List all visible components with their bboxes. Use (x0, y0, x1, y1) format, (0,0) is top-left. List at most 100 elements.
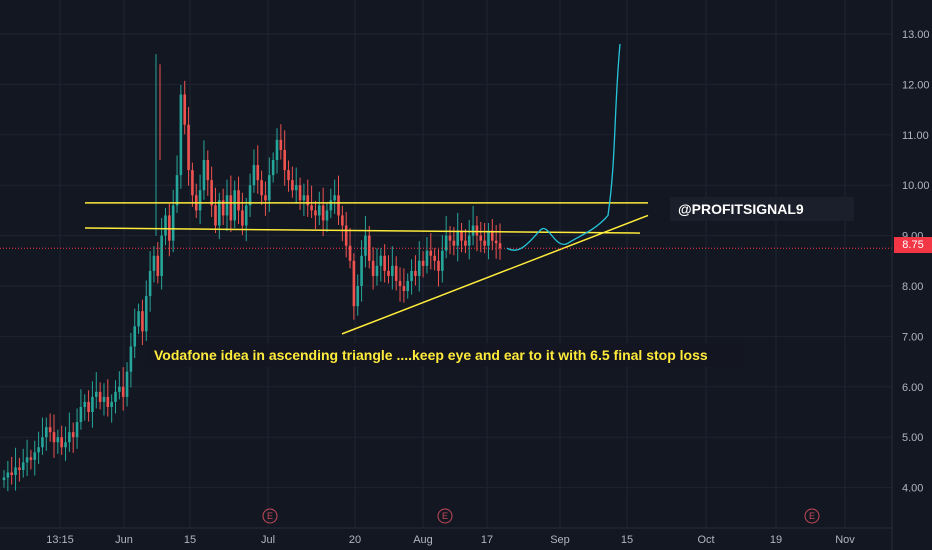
candle-body (248, 185, 252, 206)
candle-body (244, 205, 248, 226)
candle-body (487, 230, 490, 246)
candle-body (402, 286, 406, 292)
earnings-event-icon[interactable] (262, 508, 278, 524)
author-tag: @PROFITSIGNAL9 (670, 197, 854, 221)
candle-body (25, 457, 29, 463)
candle-body (383, 255, 386, 271)
candle-body (221, 200, 225, 216)
candle-body (10, 472, 13, 475)
candle-body (171, 205, 175, 241)
candle-body (279, 139, 283, 150)
y-tick-label: 5.00 (902, 432, 923, 444)
candle-body (437, 260, 440, 271)
y-tick-label: 4.00 (902, 483, 923, 495)
candle-body (233, 190, 236, 221)
candle-body (421, 260, 425, 266)
candle-body (356, 286, 360, 307)
x-tick-label: Sep (550, 534, 570, 546)
trend-drawings (0, 44, 892, 335)
candle-body (317, 205, 321, 216)
candle-body (344, 225, 348, 246)
candle-body (52, 432, 56, 443)
candle-body (64, 442, 67, 448)
candle-body (48, 427, 52, 433)
earnings-event-icon[interactable] (437, 508, 453, 524)
candle-body (302, 195, 306, 201)
candle-body (348, 245, 352, 261)
candle-body (187, 124, 190, 171)
candle-body (37, 447, 40, 453)
candle-body (225, 195, 229, 216)
candle-body (260, 180, 263, 196)
candle-body (452, 240, 456, 246)
candle-body (75, 422, 79, 438)
y-tick-label: 12.00 (902, 79, 930, 91)
candle-body (387, 270, 390, 276)
candle-body (483, 240, 486, 246)
candle-body (337, 195, 340, 216)
candle-body (183, 94, 187, 125)
candle-body (160, 235, 163, 276)
y-tick-label: 6.00 (902, 382, 923, 394)
candle-body (152, 255, 156, 271)
candle-body (321, 205, 325, 221)
candle-body (156, 255, 160, 276)
candle-body (56, 437, 60, 443)
candle-body (456, 230, 460, 246)
y-tick-label: 11.00 (902, 130, 929, 142)
candle-body (175, 175, 179, 206)
candle-body (360, 255, 363, 286)
candle-body (310, 205, 313, 211)
candle-body (333, 195, 336, 201)
y-tick-label: 7.00 (902, 331, 923, 343)
candle-body (87, 401, 90, 412)
candle-body (341, 215, 344, 226)
candle-body (433, 255, 436, 261)
candle-body (283, 149, 286, 171)
candle-body (206, 160, 210, 181)
candle-body (252, 165, 256, 186)
rising-support-line (341, 214, 649, 335)
candle-body (141, 311, 144, 332)
candle-body (129, 346, 133, 372)
candle-body (441, 250, 444, 271)
y-tick-label: 13.00 (902, 29, 930, 41)
time-axis[interactable]: 13:15 Jun 15 Jul 20 Aug 17 Sep 15 Oct 19 Nov (0, 527, 892, 546)
candle-body (471, 225, 475, 236)
candle-body (91, 396, 94, 412)
candle-body (21, 462, 25, 470)
candle-body (14, 467, 17, 475)
candle-body (202, 160, 206, 191)
candle-body (237, 190, 240, 211)
candle-body (106, 396, 110, 407)
projection-path (506, 44, 621, 251)
candle-body (448, 235, 452, 241)
candle-body (164, 215, 167, 236)
candle-body (314, 210, 317, 216)
earnings-event-label: E (809, 511, 815, 521)
candle-body (241, 210, 244, 226)
candle-body (125, 371, 129, 397)
candle-body (271, 160, 275, 176)
candle-body (71, 432, 75, 438)
candle-body (29, 457, 33, 460)
candle-body (229, 195, 233, 221)
candle-body (467, 235, 471, 246)
x-tick-label: 20 (349, 534, 361, 546)
candle-body (148, 270, 152, 297)
candle-body (33, 452, 37, 460)
candle-body (60, 437, 63, 448)
candle-body (325, 210, 329, 221)
earnings-event-icon[interactable] (804, 508, 820, 524)
price-axis[interactable]: 13.0012.0011.0010.009.008.007.006.005.00… (891, 0, 930, 550)
candle-body (133, 326, 137, 347)
candle-body (179, 94, 183, 176)
candle-body (118, 386, 121, 392)
candle-body (268, 175, 271, 201)
candle-body (364, 235, 367, 256)
candle-body (398, 280, 402, 286)
candle-body (464, 240, 467, 246)
x-tick-label: 15 (184, 534, 196, 546)
